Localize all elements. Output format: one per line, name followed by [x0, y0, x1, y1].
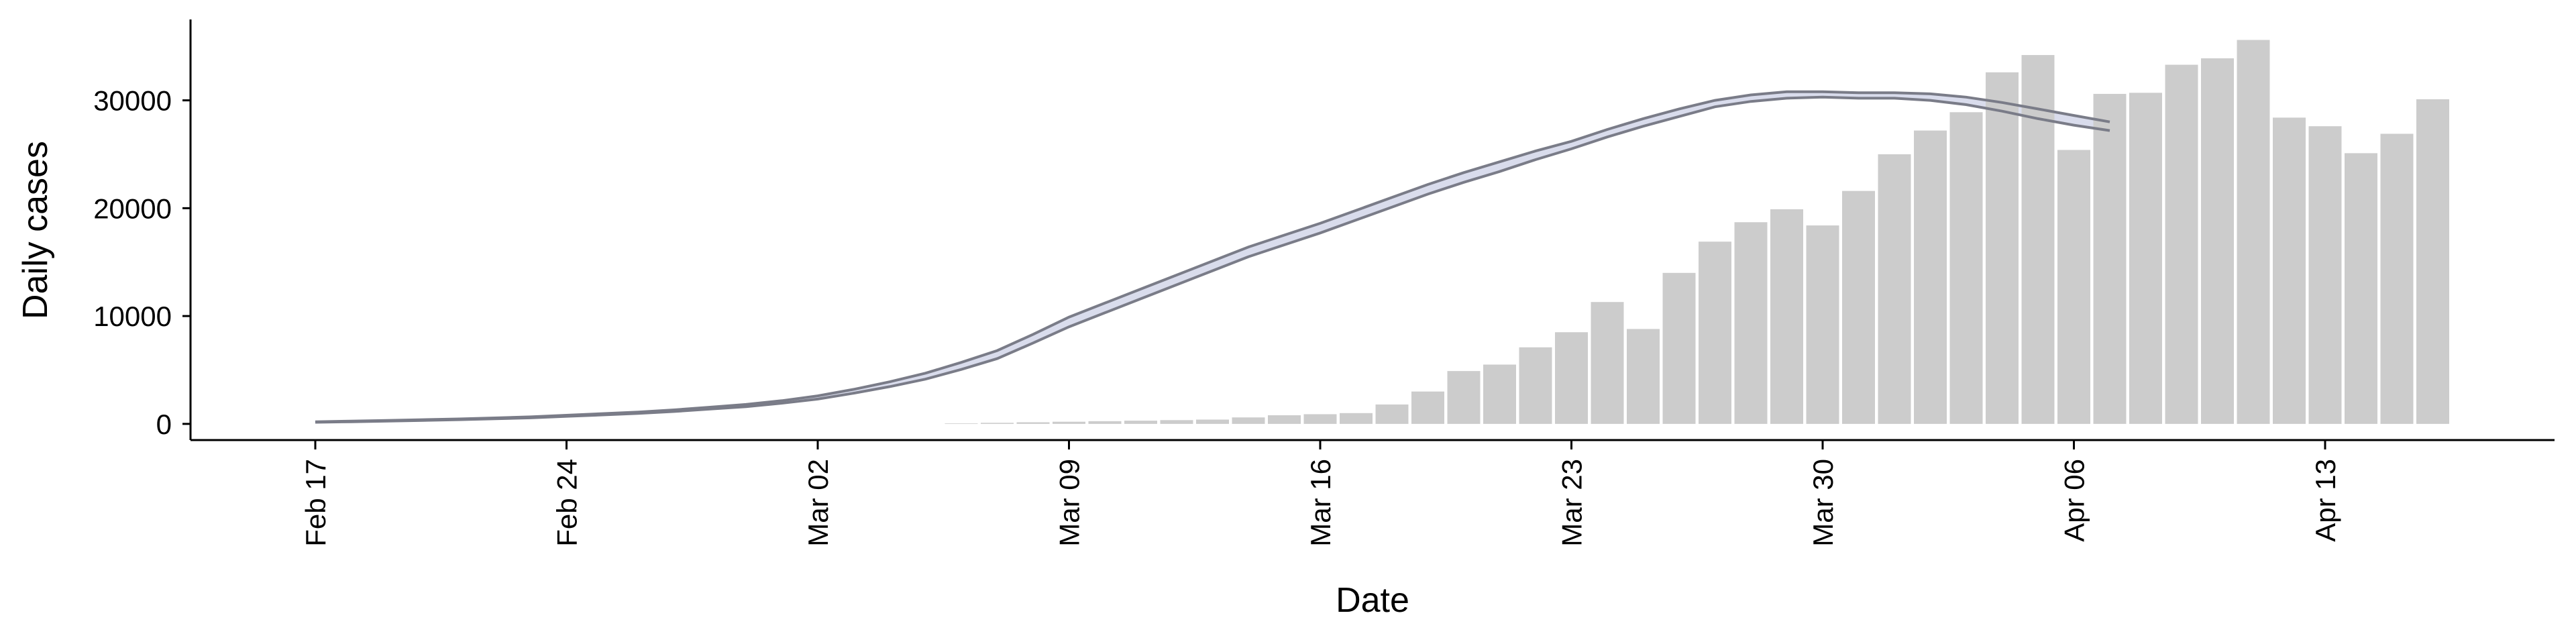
bar: [2273, 117, 2306, 424]
bar: [1411, 391, 1444, 424]
bar: [1591, 302, 1624, 424]
bar: [2165, 64, 2198, 424]
y-tick-label: 0: [156, 409, 172, 440]
bar: [2237, 40, 2270, 424]
y-tick-label: 20000: [93, 193, 172, 224]
line: [315, 95, 2110, 424]
bar: [2057, 150, 2090, 424]
x-tick-label: Apr 13: [2310, 459, 2341, 542]
x-tick-label: Mar 02: [802, 459, 834, 547]
bar: [1124, 421, 1157, 424]
bar: [1555, 332, 1588, 424]
bar: [1375, 404, 1409, 424]
bar: [1662, 272, 1696, 424]
bar: [1699, 241, 1731, 424]
bar: [1447, 371, 1481, 424]
bar: [2093, 93, 2127, 424]
x-tick-label: Mar 16: [1305, 459, 1336, 547]
x-tick-label: Feb 17: [300, 459, 331, 547]
bar: [1519, 347, 1552, 424]
bar: [1303, 414, 1337, 424]
line: [315, 90, 2110, 423]
bar: [1340, 413, 1373, 424]
bar: [1016, 422, 1050, 424]
bar: [1986, 72, 2019, 424]
bar: [2129, 93, 2162, 424]
bar: [981, 423, 1014, 424]
bar: [1627, 329, 1660, 424]
bar: [1770, 209, 1803, 424]
bar: [2416, 99, 2449, 424]
bar: [1842, 191, 1875, 424]
bar: [1949, 112, 1983, 424]
bar: [945, 423, 978, 424]
bar: [1483, 364, 1516, 424]
bar: [1232, 417, 1265, 424]
y-tick-label: 30000: [93, 85, 172, 117]
x-tick-label: Feb 24: [551, 459, 583, 547]
bar: [1053, 421, 1085, 424]
bar: [1268, 415, 1301, 424]
x-tick-label: Mar 30: [1807, 459, 1839, 547]
x-axis-title: Date: [1336, 581, 1409, 620]
bar: [1878, 154, 1911, 424]
x-tick-label: Mar 09: [1054, 459, 1085, 547]
bar: [1088, 421, 1122, 424]
y-tick-label: 10000: [93, 301, 172, 332]
bar: [1806, 225, 1839, 424]
bar: [2345, 153, 2377, 424]
bar: [2201, 58, 2234, 424]
bar: [2380, 133, 2414, 424]
bar: [1914, 130, 1947, 424]
x-tick-label: Mar 23: [1556, 459, 1588, 547]
y-axis-title: Daily cases: [16, 141, 55, 319]
bar: [1160, 420, 1193, 424]
x-tick-label: Apr 06: [2059, 459, 2090, 542]
bar: [1734, 222, 1768, 424]
bar: [2308, 126, 2342, 424]
bar: [1196, 419, 1229, 424]
